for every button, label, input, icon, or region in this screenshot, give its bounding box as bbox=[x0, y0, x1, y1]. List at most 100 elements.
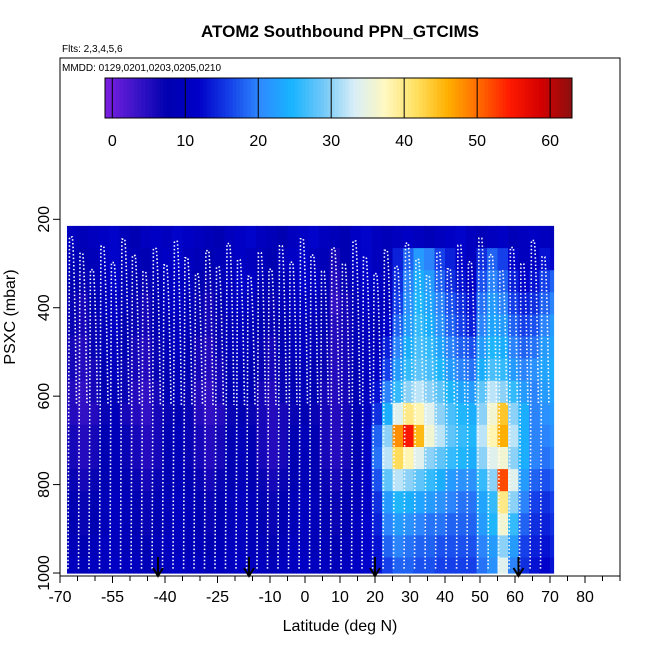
heatmap-cell bbox=[539, 358, 551, 382]
heatmap-cell bbox=[151, 358, 163, 382]
colorbar-segment bbox=[108, 78, 113, 118]
heatmap-cell bbox=[140, 292, 152, 315]
x-tick-label: 0 bbox=[301, 589, 310, 606]
colorbar-segment bbox=[360, 78, 365, 118]
heatmap-cell bbox=[203, 336, 215, 360]
flight-track bbox=[476, 237, 487, 569]
heatmap-cell bbox=[434, 447, 446, 470]
heatmap-cell bbox=[77, 270, 89, 293]
colorbar-segment bbox=[232, 78, 237, 118]
heatmap-cell bbox=[182, 513, 194, 536]
colorbar-segment bbox=[199, 78, 205, 118]
heatmap-cell bbox=[235, 402, 247, 426]
heatmap-cell bbox=[151, 513, 163, 536]
heatmap-cell bbox=[434, 402, 446, 426]
heatmap-cell bbox=[361, 336, 373, 360]
colorbar-segment bbox=[389, 78, 394, 118]
heatmap-cell bbox=[77, 380, 89, 404]
heatmap-cell bbox=[308, 292, 320, 315]
heatmap-cell bbox=[487, 358, 499, 382]
heatmap-cell bbox=[67, 535, 79, 559]
heatmap-cell bbox=[277, 491, 289, 514]
heatmap-cell bbox=[550, 535, 555, 559]
heatmap-cell bbox=[266, 447, 278, 470]
heatmap-cell bbox=[361, 447, 373, 470]
colorbar-segment bbox=[561, 78, 566, 118]
heatmap-cell bbox=[424, 447, 436, 470]
heatmap-cell bbox=[130, 513, 142, 536]
heatmap-cell bbox=[266, 424, 278, 448]
heatmap-cell bbox=[445, 314, 457, 338]
flight-track bbox=[98, 245, 109, 569]
colorbar-segment bbox=[258, 78, 263, 118]
heatmap-cell bbox=[329, 447, 341, 470]
heatmap-cell bbox=[424, 469, 436, 492]
heatmap-cell bbox=[350, 248, 362, 271]
heatmap-cell bbox=[151, 292, 163, 315]
heatmap-cell bbox=[308, 469, 320, 492]
flight-track bbox=[161, 264, 172, 569]
heatmap-cell bbox=[350, 424, 362, 448]
heatmap-cell bbox=[434, 513, 446, 536]
heatmap-cell bbox=[109, 469, 121, 492]
heatmap-cell bbox=[130, 447, 142, 470]
heatmap-cell bbox=[434, 424, 446, 448]
heatmap-cell bbox=[434, 491, 446, 514]
heatmap-cell bbox=[487, 424, 499, 448]
heatmap-cell bbox=[193, 225, 205, 249]
heatmap-cell bbox=[235, 270, 247, 293]
heatmap-cell bbox=[382, 225, 394, 249]
heatmap-cell bbox=[161, 380, 173, 404]
heatmap-cell bbox=[151, 535, 163, 559]
heatmap-cell bbox=[361, 380, 373, 404]
flight-track bbox=[88, 268, 99, 569]
heatmap-cell bbox=[371, 314, 383, 338]
heatmap-cell bbox=[67, 225, 79, 249]
heatmap-cell bbox=[487, 248, 499, 271]
heatmap-cell bbox=[371, 402, 383, 426]
heatmap-cell bbox=[140, 336, 152, 360]
heatmap-cell bbox=[529, 225, 541, 249]
colorbar-segment bbox=[499, 78, 504, 118]
heatmap-cell bbox=[413, 535, 425, 559]
flight-track bbox=[424, 275, 435, 569]
heatmap-cell bbox=[371, 535, 383, 559]
heatmap-cell bbox=[109, 292, 121, 315]
heatmap-cell bbox=[203, 225, 215, 249]
heatmap-cell bbox=[403, 424, 415, 448]
heatmap-cell bbox=[466, 225, 478, 249]
heatmap-cell bbox=[193, 424, 205, 448]
heatmap-cell bbox=[466, 513, 478, 536]
heatmap-cell bbox=[550, 491, 555, 514]
heatmap-cell bbox=[140, 535, 152, 559]
colorbar-segment bbox=[294, 78, 299, 118]
heatmap-cell bbox=[98, 557, 110, 574]
flight-track bbox=[392, 265, 403, 569]
flight-track bbox=[193, 273, 204, 569]
heatmap-cell bbox=[182, 402, 194, 426]
heatmap-cell bbox=[508, 314, 520, 338]
heatmap-cell bbox=[392, 491, 404, 514]
heatmap-cell bbox=[529, 248, 541, 271]
colorbar-segment bbox=[378, 78, 383, 118]
colorbar-segment bbox=[407, 78, 412, 118]
heatmap-cell bbox=[319, 336, 331, 360]
heatmap-cell bbox=[340, 380, 352, 404]
colorbar-segment bbox=[480, 78, 485, 118]
heatmap-cell bbox=[88, 248, 100, 271]
heatmap-cell bbox=[140, 424, 152, 448]
heatmap-cell bbox=[245, 358, 257, 382]
heatmap-cell bbox=[98, 469, 110, 492]
heatmap-cell bbox=[550, 292, 555, 315]
heatmap-cell bbox=[497, 557, 509, 574]
heatmap-cell bbox=[77, 248, 89, 271]
heatmap-cell bbox=[130, 380, 142, 404]
heatmap-cell bbox=[392, 270, 404, 293]
heatmap-cell bbox=[130, 292, 142, 315]
colorbar-segment bbox=[214, 78, 219, 118]
heatmap-cell bbox=[256, 402, 268, 426]
colorbar-segment bbox=[400, 78, 405, 118]
heatmap-cell bbox=[497, 447, 509, 470]
colorbar-segment bbox=[520, 78, 526, 118]
y-axis-label: PSXC (mbar) bbox=[2, 269, 19, 364]
